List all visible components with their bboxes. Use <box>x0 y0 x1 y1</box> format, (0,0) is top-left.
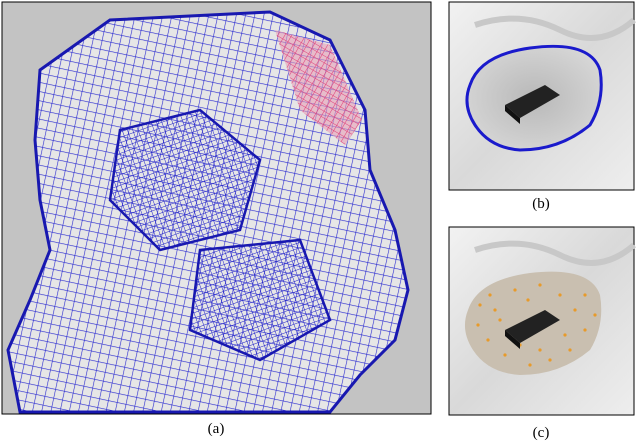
panel-b: (b) <box>449 2 634 212</box>
caption-a: (a) <box>208 421 225 437</box>
caption-c: (c) <box>533 425 550 441</box>
panel-c: (c) <box>449 227 634 441</box>
figure: (a) (b) (c) <box>0 0 636 447</box>
panel-a: (a) <box>2 2 431 437</box>
caption-b: (b) <box>532 196 550 212</box>
page: (a) (b) (c) (() => { const data = JSON.p… <box>0 0 636 447</box>
